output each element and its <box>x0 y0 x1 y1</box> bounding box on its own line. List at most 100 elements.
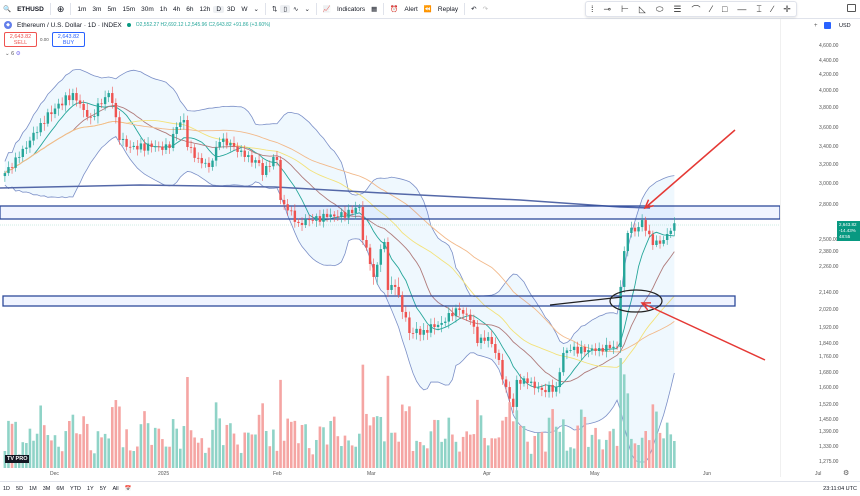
resistance-zone[interactable] <box>0 205 781 220</box>
candles-icon[interactable]: ▯ <box>280 5 290 13</box>
candle <box>383 238 386 253</box>
interval-1h[interactable]: 1h <box>159 5 168 13</box>
timezone-settings-icon[interactable]: ⚙ <box>843 470 850 477</box>
layout-grid-icon[interactable]: ▦ <box>371 6 378 13</box>
range-YTD[interactable]: YTD <box>69 486 81 492</box>
candle <box>612 340 615 354</box>
range-3M[interactable]: 3M <box>42 486 51 492</box>
indicators-button[interactable]: Indicators <box>336 5 366 13</box>
interval-12h[interactable]: 12h <box>199 5 211 13</box>
candle <box>3 170 7 182</box>
brush-icon[interactable]: ⁄ <box>710 4 712 14</box>
volume-bar <box>640 437 644 468</box>
price-range-icon[interactable]: ⌶ <box>756 3 762 14</box>
bar-style-icon[interactable]: ⇅ <box>271 6 278 13</box>
volume-bar <box>318 426 322 468</box>
interval-3D[interactable]: 3D <box>227 5 236 13</box>
candle <box>57 98 60 116</box>
sell-button[interactable]: 2,643.82 SELL <box>4 32 37 47</box>
candle <box>580 340 583 360</box>
volume-bar <box>350 445 354 468</box>
date-range-icon[interactable]: 📅 <box>124 486 132 492</box>
alert-button[interactable]: Alert <box>404 5 418 13</box>
volume-bar <box>490 438 494 468</box>
alert-icon[interactable]: ⏰ <box>390 6 399 13</box>
replay-icon[interactable]: ⏪ <box>423 6 432 13</box>
divider <box>383 3 385 15</box>
line-chart-icon[interactable]: ∿ <box>292 6 299 13</box>
indicators-toggle[interactable]: ⌄ 6 ⚙ <box>5 51 21 57</box>
chevron-down-icon[interactable]: ⌄ <box>304 6 310 13</box>
volume-bar <box>547 417 551 468</box>
interval-30m[interactable]: 30m <box>141 5 154 13</box>
volume-bar <box>7 420 10 468</box>
range-5D[interactable]: 5D <box>16 486 24 492</box>
crosshair-icon[interactable]: ✛ <box>783 3 791 14</box>
range-All[interactable]: All <box>112 486 119 492</box>
settings-icon[interactable]: ⚙ <box>15 51 21 57</box>
candle <box>494 337 497 359</box>
candle <box>10 162 14 174</box>
auto-scale-button[interactable] <box>824 22 831 29</box>
volume-bar <box>60 451 64 468</box>
candle <box>247 151 250 163</box>
volume-bar <box>279 379 282 468</box>
candle <box>71 88 75 106</box>
cursor-icon[interactable]: ⁞ <box>590 4 594 14</box>
interval-6h[interactable]: 6h <box>186 5 194 13</box>
search-icon[interactable]: 🔍 <box>3 6 12 13</box>
rectangle-icon[interactable]: □ <box>721 4 728 14</box>
interval-4h[interactable]: 4h <box>173 5 181 13</box>
symbol-search[interactable]: ETHUSD <box>17 5 44 13</box>
interval-D[interactable]: D <box>213 5 225 13</box>
interval-5m[interactable]: 5m <box>107 5 117 13</box>
range-5Y[interactable]: 5Y <box>99 486 107 492</box>
support-zone[interactable] <box>2 295 736 307</box>
range-1D[interactable]: 1D <box>3 486 11 492</box>
candle <box>96 98 100 124</box>
currency-label[interactable]: USD <box>839 23 851 29</box>
indicators-icon[interactable]: 📈 <box>322 6 331 13</box>
candle <box>547 381 551 398</box>
candle <box>490 330 493 348</box>
curve-icon[interactable]: ⌒ <box>691 4 701 15</box>
range-1Y[interactable]: 1Y <box>86 486 94 492</box>
fib-icon[interactable]: ☰ <box>673 3 682 14</box>
interval-3m[interactable]: 3m <box>92 5 102 13</box>
volume-bar <box>497 437 501 468</box>
horizontal-line-icon[interactable]: — <box>737 4 747 14</box>
interval-15m[interactable]: 15m <box>122 5 136 13</box>
redo-icon[interactable]: ↷ <box>482 6 489 13</box>
ellipse-icon[interactable]: ⬭ <box>655 3 664 14</box>
candle <box>207 157 211 173</box>
undo-icon[interactable]: ↶ <box>471 6 477 13</box>
zoom-in-icon[interactable]: + <box>814 23 818 29</box>
candle <box>522 375 526 387</box>
volume-bar <box>486 445 490 468</box>
candle <box>229 139 232 152</box>
fullscreen-icon[interactable] <box>847 4 856 12</box>
volume-bar <box>508 402 511 468</box>
range-6M[interactable]: 6M <box>56 486 64 492</box>
interval-W[interactable]: W <box>241 5 248 13</box>
volume-bar <box>519 425 522 468</box>
volume-bar <box>53 435 57 468</box>
horizontal-ray-icon[interactable]: ⊸ <box>603 3 612 14</box>
buy-button[interactable]: 2,643.82 BUY <box>52 32 85 47</box>
candle <box>46 108 50 127</box>
replay-button[interactable]: Replay <box>437 5 459 13</box>
add-symbol-icon[interactable]: ⊕ <box>56 3 65 14</box>
price-axis[interactable]: + USD 4,600.00 4,400.00 4,200.00 4,000.00 3,… <box>780 19 860 477</box>
volume-bar <box>315 439 318 468</box>
chevron-down-icon[interactable]: ⌄ <box>253 6 259 13</box>
volume-bar <box>272 429 275 468</box>
volume-bar <box>615 445 619 468</box>
price-change: -14.43% <box>839 228 856 233</box>
interval-1m[interactable]: 1m <box>77 5 87 13</box>
range-1M[interactable]: 1M <box>29 486 37 492</box>
triangle-icon[interactable]: ◺ <box>638 3 646 14</box>
candle <box>103 90 107 111</box>
fork-icon[interactable]: ⊢ <box>621 3 629 14</box>
trend-line-icon[interactable]: ∕ <box>771 4 774 14</box>
